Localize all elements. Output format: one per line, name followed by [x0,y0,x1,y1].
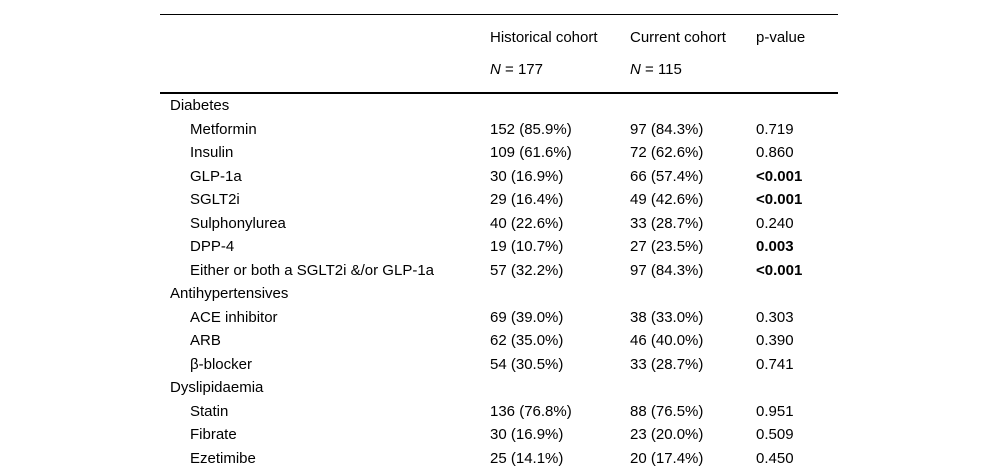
p-value: 0.240 [756,214,794,232]
header-title-row: Historical cohort Current cohort p-value [160,15,838,55]
p-value: 0.003 [756,238,794,256]
table-row: Either or both a SGLT2i &/or GLP-1a 57 (3… [160,259,838,283]
table-row: ACE inhibitor 69 (39.0%) 38 (33.0%) 0.303 [160,306,838,330]
historical-value: 62 (35.0%) [490,332,564,350]
header-pvalue-cell-empty [756,54,838,93]
current-value: 72 (62.6%) [630,144,704,162]
current-value: 97 (84.3%) [630,261,704,279]
table-header: Historical cohort Current cohort p-value… [160,15,838,93]
row-label: ARB [190,332,221,350]
section-row: Antihypertensives [160,282,838,306]
historical-value: 30 (16.9%) [490,167,564,185]
historical-value: 29 (16.4%) [490,191,564,209]
current-value: 88 (76.5%) [630,402,704,420]
table-row: ARB 62 (35.0%) 46 (40.0%) 0.390 [160,329,838,353]
section-row: Diabetes [160,93,838,118]
historical-value [490,282,630,306]
cohort-comparison-table: Historical cohort Current cohort p-value… [160,14,838,469]
historical-value: 69 (39.0%) [490,308,564,326]
table-row: Ezetimibe 25 (14.1%) 20 (17.4%) 0.450 [160,447,838,469]
historical-value: 136 (76.8%) [490,402,572,420]
current-n-symbol: N [630,60,641,78]
table-row: β-blocker 54 (30.5%) 33 (28.7%) 0.741 [160,353,838,377]
historical-value: 19 (10.7%) [490,238,564,256]
p-value: 0.719 [756,120,794,138]
historical-n-value: = 177 [500,60,543,78]
current-value: 23 (20.0%) [630,426,704,444]
current-value: 97 (84.3%) [630,120,704,138]
table-row: SGLT2i 29 (16.4%) 49 (42.6%) <0.001 [160,188,838,212]
current-value: 49 (42.6%) [630,191,704,209]
table-row: Fibrate 30 (16.9%) 23 (20.0%) 0.509 [160,423,838,447]
table-row: Statin 136 (76.8%) 88 (76.5%) 0.951 [160,400,838,424]
row-label: SGLT2i [190,191,240,209]
row-label: Metformin [190,120,257,138]
p-value: 0.509 [756,426,794,444]
row-label: Either or both a SGLT2i &/or GLP-1a [190,261,435,279]
p-value: <0.001 [756,191,803,209]
table-body: Diabetes Metformin 152 (85.9%) 97 (84.3%) 0.… [160,93,838,469]
current-value: 20 (17.4%) [630,449,704,467]
p-value: 0.741 [756,355,794,373]
p-value [756,376,838,400]
historical-value: 54 (30.5%) [490,355,564,373]
historical-value: 30 (16.9%) [490,426,564,444]
current-value [630,282,756,306]
row-label: Dyslipidaemia [170,379,264,397]
col-header-historical-cohort: Historical cohort [490,29,598,46]
historical-value [490,93,630,118]
current-value: 33 (28.7%) [630,355,704,373]
row-label: ACE inhibitor [190,308,278,326]
historical-value [490,376,630,400]
row-label: Ezetimibe [190,449,256,467]
header-label-cell [160,15,490,55]
historical-value: 25 (14.1%) [490,449,564,467]
row-label: GLP-1a [190,167,242,185]
row-label: Sulphonylurea [190,214,286,232]
table-row: DPP-4 19 (10.7%) 27 (23.5%) 0.003 [160,235,838,259]
p-value: <0.001 [756,167,803,185]
row-label: Statin [190,402,229,420]
current-value: 38 (33.0%) [630,308,704,326]
table-row: Metformin 152 (85.9%) 97 (84.3%) 0.719 [160,118,838,142]
table-row: GLP-1a 30 (16.9%) 66 (57.4%) <0.001 [160,165,838,189]
p-value: 0.860 [756,144,794,162]
row-label: Insulin [190,144,234,162]
table-row: Insulin 109 (61.6%) 72 (62.6%) 0.860 [160,141,838,165]
p-value [756,93,838,118]
current-cohort-n: N = 115 [630,54,756,93]
historical-value: 109 (61.6%) [490,144,572,162]
current-value: 66 (57.4%) [630,167,704,185]
historical-cohort-n: N = 177 [490,54,630,93]
col-header-p-value: p-value [756,29,806,46]
p-value: <0.001 [756,261,803,279]
table-row: Sulphonylurea 40 (22.6%) 33 (28.7%) 0.240 [160,212,838,236]
section-row: Dyslipidaemia [160,376,838,400]
current-value: 33 (28.7%) [630,214,704,232]
historical-value: 152 (85.9%) [490,120,572,138]
row-label: Antihypertensives [170,285,289,303]
row-label: Fibrate [190,426,237,444]
current-value [630,376,756,400]
current-value [630,93,756,118]
current-value: 46 (40.0%) [630,332,704,350]
p-value: 0.303 [756,308,794,326]
current-n-value: = 115 [640,60,682,78]
row-label: DPP-4 [190,238,235,256]
p-value [756,282,838,306]
p-value: 0.951 [756,402,794,420]
p-value: 0.450 [756,449,794,467]
row-label: Diabetes [170,97,230,115]
historical-value: 40 (22.6%) [490,214,564,232]
historical-n-symbol: N [490,60,501,78]
col-header-current-cohort: Current cohort [630,29,726,46]
p-value: 0.390 [756,332,794,350]
historical-value: 57 (32.2%) [490,261,564,279]
header-n-row: N = 177 N = 115 [160,54,838,93]
row-label: β-blocker [190,355,252,373]
current-value: 27 (23.5%) [630,238,704,256]
header-label-cell-empty [160,54,490,93]
